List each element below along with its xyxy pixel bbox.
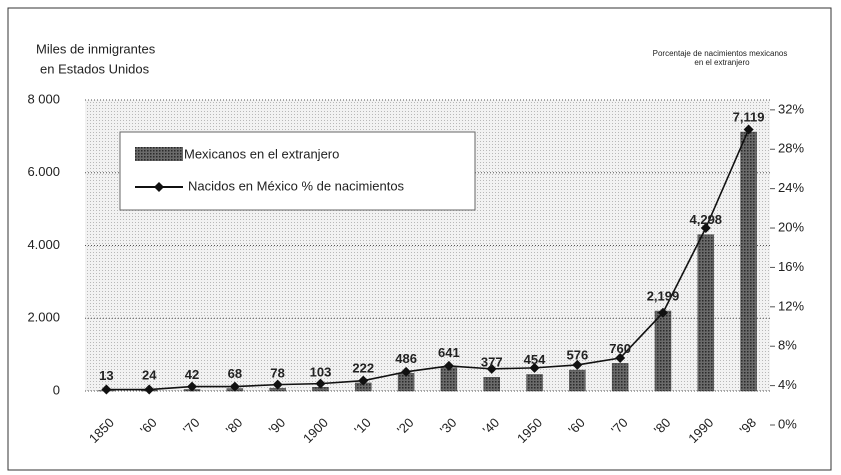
- y2-tick-label: 4%: [778, 377, 797, 392]
- y2-tick-label: 16%: [778, 259, 804, 274]
- y-axis-title: en Estados Unidos: [40, 61, 150, 76]
- data-label: 2,199: [647, 288, 680, 303]
- x-tick-label: '10: [351, 415, 374, 438]
- data-label: 222: [352, 360, 374, 375]
- line-marker: [572, 359, 583, 370]
- line: [106, 129, 750, 391]
- data-label: 24: [142, 368, 157, 383]
- data-label: 42: [185, 367, 199, 382]
- x-tick-label: 1990: [685, 415, 716, 446]
- line-marker: [443, 360, 454, 371]
- y2-axis-title: Porcentaje de nacimientos mexicanos: [653, 49, 788, 58]
- y2-tick-label: 20%: [778, 219, 804, 234]
- data-label: 103: [310, 365, 332, 380]
- y2-axis-title: en el extranjero: [694, 58, 750, 67]
- x-tick-label: '60: [565, 415, 588, 438]
- data-label: 760: [609, 341, 631, 356]
- data-label: 486: [395, 351, 417, 366]
- y2-tick-label: 12%: [778, 298, 804, 313]
- y-tick-label: 0: [53, 382, 60, 397]
- line-marker: [401, 366, 412, 377]
- line-marker: [187, 381, 198, 392]
- y-tick-label: 4.000: [27, 237, 60, 252]
- x-tick-label: '30: [437, 415, 460, 438]
- line-marker: [101, 384, 112, 395]
- x-tick-label: '70: [608, 415, 631, 438]
- y-tick-label: 2.000: [27, 310, 60, 325]
- data-label: 7,119: [733, 109, 765, 124]
- x-tick-label: '20: [394, 415, 417, 438]
- x-tick-label: '80: [651, 415, 674, 438]
- data-label: 4,298: [690, 212, 723, 227]
- legend-swatch: [154, 182, 164, 192]
- line-marker: [657, 307, 668, 318]
- line-marker: [700, 223, 711, 234]
- x-tick-label: '98: [737, 415, 760, 438]
- y2-tick-label: 28%: [778, 141, 804, 156]
- bar: [440, 367, 458, 392]
- y2-tick-label: 8%: [778, 338, 797, 353]
- data-label: 454: [524, 352, 546, 367]
- y2-tick-label: 0%: [778, 416, 797, 431]
- legend: [119, 131, 476, 211]
- line-marker: [486, 363, 497, 374]
- bar: [611, 363, 629, 392]
- legend-label: Nacidos en México % de nacimientos: [188, 178, 405, 193]
- legend-swatch: [135, 147, 183, 161]
- data-label: 78: [270, 366, 284, 381]
- line-marker: [743, 124, 754, 135]
- x-tick-label: '80: [223, 415, 246, 438]
- data-label: 576: [566, 347, 588, 362]
- x-tick-label: '70: [180, 415, 203, 438]
- line-marker: [315, 378, 326, 389]
- legend-label: Mexicanos en el extranjero: [184, 146, 339, 161]
- bar: [526, 374, 543, 392]
- y-tick-label: 8 000: [27, 91, 60, 106]
- line-marker: [615, 353, 626, 364]
- line-marker: [529, 362, 540, 373]
- x-tick-label: '60: [137, 415, 160, 438]
- y2-tick-label: 24%: [778, 180, 804, 195]
- data-label: 13: [99, 368, 113, 383]
- line-marker: [144, 384, 155, 395]
- line-marker: [229, 381, 240, 392]
- y-axis-title: Miles de inmigrantes: [36, 41, 156, 56]
- y2-tick-label: 32%: [778, 101, 804, 116]
- frame: [7, 7, 832, 471]
- data-label: 641: [438, 345, 460, 360]
- bar: [483, 377, 500, 392]
- data-label: 68: [228, 366, 242, 381]
- x-tick-label: '40: [480, 415, 503, 438]
- bar: [654, 310, 672, 392]
- x-tick-label: 1850: [86, 415, 117, 446]
- x-tick-label: 1900: [300, 415, 331, 446]
- data-label: 377: [481, 355, 503, 370]
- bar: [569, 369, 586, 392]
- bar: [697, 234, 715, 392]
- y-tick-label: 6.000: [27, 164, 60, 179]
- x-tick-label: 1950: [514, 415, 545, 446]
- line-marker: [358, 375, 369, 386]
- bar: [740, 131, 757, 392]
- x-tick-label: '90: [266, 415, 289, 438]
- line-marker: [272, 379, 283, 390]
